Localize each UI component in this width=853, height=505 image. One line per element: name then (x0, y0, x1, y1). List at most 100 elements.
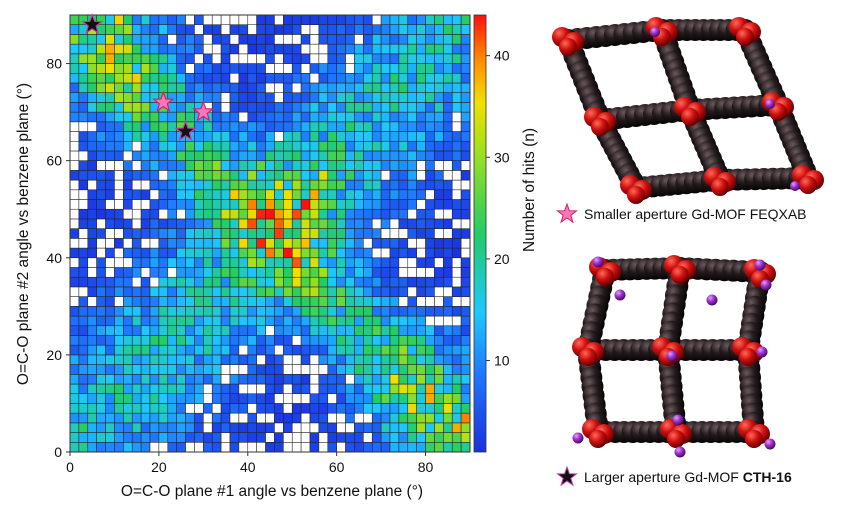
heatmap-cell (407, 34, 417, 45)
heatmap-cell (131, 228, 142, 239)
heatmap-cell (78, 344, 89, 356)
heatmap-cell (300, 43, 311, 55)
heatmap-cell (194, 179, 204, 191)
heatmap-cell (220, 14, 231, 25)
heatmap-cell (291, 344, 302, 356)
heatmap-cell (345, 325, 355, 336)
heatmap-cell (114, 383, 124, 395)
heatmap-cell (425, 432, 435, 443)
heatmap-cell (69, 140, 80, 152)
heatmap-cell (354, 306, 364, 317)
heatmap-cell (309, 247, 320, 259)
heatmap-cell (69, 199, 80, 210)
heatmap-cell (229, 276, 240, 288)
heatmap-cell (158, 228, 169, 239)
heatmap-cell (327, 306, 337, 317)
heatmap-cell (434, 218, 444, 229)
heatmap-cell (211, 412, 222, 424)
heatmap-cell (265, 315, 275, 327)
heatmap-cell (300, 34, 311, 45)
heatmap-cell (176, 432, 186, 443)
heatmap-cell (318, 374, 329, 385)
heatmap-cell (443, 218, 453, 229)
heatmap-cell (220, 208, 231, 220)
heatmap-cell (247, 403, 257, 414)
heatmap-cell (354, 422, 364, 433)
heatmap-cell (274, 315, 284, 327)
heatmap-cell (380, 34, 391, 45)
heatmap-cell (345, 257, 355, 268)
heatmap-cell (220, 228, 231, 239)
heatmap-cell (69, 344, 80, 356)
heatmap-cell (380, 383, 391, 395)
heatmap-cell (247, 34, 257, 45)
heatmap-cell (274, 286, 284, 297)
heatmap-cell (443, 140, 453, 152)
oxygen-atom (711, 178, 729, 196)
heatmap-cell (309, 228, 320, 239)
heatmap-cell (451, 238, 462, 249)
heatmap-cell (131, 412, 142, 424)
heatmap-cell (291, 179, 302, 191)
heatmap-cell (158, 247, 169, 259)
heatmap-cell (389, 82, 400, 93)
heatmap-cell (140, 199, 151, 210)
heatmap-cell (354, 131, 364, 142)
heatmap-cell (407, 306, 417, 317)
heatmap-cell (300, 131, 311, 142)
heatmap-cell (194, 325, 204, 336)
heatmap-cell (96, 140, 106, 152)
heatmap-cell (283, 306, 293, 317)
heatmap-cell (398, 82, 409, 93)
heatmap-cell (194, 34, 204, 45)
heatmap-cell (443, 228, 453, 239)
heatmap-cell (380, 247, 391, 259)
heatmap-cell (167, 442, 177, 453)
heatmap-cell (229, 325, 240, 336)
heatmap-cell (229, 286, 240, 297)
heatmap-cell (247, 335, 257, 346)
heatmap-cell (265, 160, 275, 171)
heatmap-cell (300, 228, 311, 239)
heatmap-cell (425, 442, 435, 453)
heatmap-cell (291, 257, 302, 268)
heatmap-cell (309, 306, 320, 317)
heatmap-cell (96, 150, 106, 161)
heatmap-cell (256, 43, 266, 55)
heatmap-cell (265, 82, 275, 93)
heatmap-cell (451, 170, 462, 181)
heatmap-cell (123, 72, 133, 84)
heatmap-cell (309, 374, 320, 385)
heatmap-cell (78, 53, 89, 64)
heatmap-cell (176, 374, 186, 385)
heatmap-cell (211, 82, 222, 93)
heatmap-cell (318, 179, 329, 191)
heatmap-cell (407, 199, 417, 210)
heatmap-cell (87, 92, 97, 103)
heatmap-cell (211, 403, 222, 414)
heatmap-cell (291, 403, 302, 414)
heatmap-cell (345, 247, 355, 259)
heatmap-cell (416, 296, 426, 307)
heatmap-cell (211, 170, 222, 181)
heatmap-cell (398, 111, 409, 123)
heatmap-cell (345, 14, 355, 25)
heatmap-cell (274, 34, 284, 45)
heatmap-cell (211, 354, 222, 365)
heatmap-cell (265, 238, 275, 249)
heatmap-cell (309, 34, 320, 45)
heatmap-cell (318, 102, 329, 113)
heatmap-cell (87, 267, 97, 278)
heatmap-cell (416, 53, 426, 64)
heatmap-cell (87, 325, 97, 336)
heatmap-cell (425, 14, 435, 25)
heatmap-cell (229, 442, 240, 453)
heatmap-cell (158, 179, 169, 191)
heatmap-cell (451, 325, 462, 336)
y-tick-label: 20 (46, 347, 62, 363)
heatmap-cell (114, 189, 124, 200)
heatmap-cell (451, 121, 462, 132)
heatmap-cell (318, 160, 329, 171)
heatmap-cell (389, 131, 400, 142)
heatmap-cell (185, 111, 195, 123)
